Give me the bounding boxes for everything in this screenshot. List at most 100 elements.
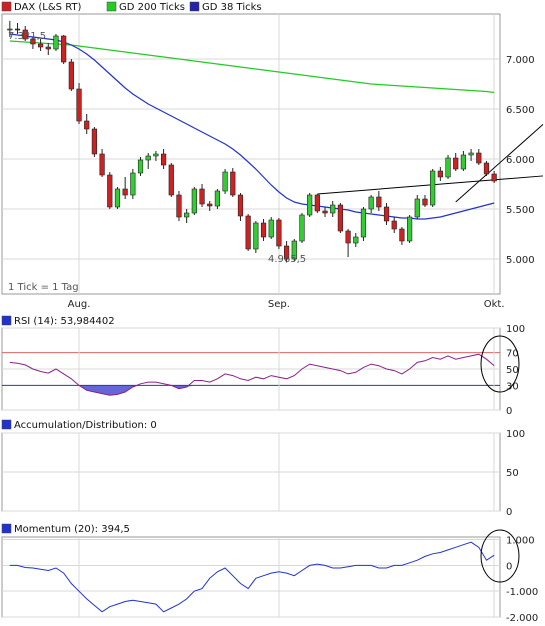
price-x-axis: Aug. Sep. Okt.: [68, 299, 505, 310]
candle: [114, 187, 121, 209]
rsi-tick-label: 0: [506, 406, 512, 417]
candle-body: [353, 236, 359, 244]
candle-body: [130, 172, 136, 196]
candle: [22, 26, 28, 41]
price-tick-label: 5.000: [506, 255, 535, 266]
candle-body: [145, 155, 151, 161]
candle-body: [153, 153, 159, 157]
candle-body: [22, 29, 28, 40]
candle: [237, 193, 244, 221]
candle: [437, 167, 443, 181]
candle-body: [7, 28, 13, 31]
price-grid: [2, 14, 500, 294]
candle: [207, 201, 213, 211]
candle: [322, 207, 328, 217]
rsi-tick-label: 30: [506, 381, 519, 392]
candle-body: [91, 128, 98, 155]
candle: [14, 23, 21, 34]
ma200-line: [9, 40, 495, 94]
candle: [414, 195, 420, 219]
price-tick-label: 5.500: [506, 205, 535, 216]
candle-body: [260, 222, 267, 238]
candle: [376, 191, 382, 211]
candle-body: [176, 194, 182, 218]
candle-body: [137, 159, 144, 174]
momentum-tick-label: 1.000: [506, 536, 535, 547]
momentum-highlight-ellipse: [480, 529, 520, 583]
candle-body: [453, 157, 459, 170]
candle-body: [468, 152, 474, 156]
month-label: Sep.: [268, 299, 290, 310]
price-y-axis: 7.000 6.500 6.000 5.500 5.000: [506, 55, 535, 266]
momentum-content: [9, 541, 495, 613]
candle-body: [107, 174, 113, 208]
candle: [491, 171, 497, 183]
candle: [399, 227, 405, 245]
candle-body: [76, 88, 82, 122]
candle-body: [222, 171, 228, 192]
candle: [337, 203, 344, 233]
candle-body: [45, 46, 51, 50]
rsi-tick-label: 100: [506, 324, 525, 335]
rsi-swatch: [1, 315, 12, 326]
candle-body: [114, 188, 121, 208]
candle: [330, 201, 336, 217]
candle: [445, 155, 451, 179]
candle: [214, 189, 221, 209]
candle: [422, 195, 428, 207]
ad-tick-label: 100: [506, 429, 525, 440]
candle: [483, 161, 490, 176]
candle: [383, 203, 390, 225]
candle: [307, 193, 313, 217]
candle: [168, 163, 174, 197]
candle-body: [383, 206, 390, 222]
candle-body: [299, 214, 305, 242]
candle-body: [14, 28, 21, 31]
candle: [53, 34, 59, 51]
candle: [245, 214, 251, 251]
candle-body: [399, 228, 405, 242]
candle: [314, 194, 320, 213]
momentum-panel: Momentum (20): 394,5 1.000 0 -1.000 -2.000: [1, 523, 538, 624]
low-annotation: 4.965,5: [268, 254, 306, 265]
ad-grid: [2, 432, 500, 512]
candle-body: [84, 120, 90, 130]
rsi-tick-label: 70: [506, 349, 519, 360]
candle: [191, 187, 197, 215]
rsi-highlight-ellipse: [480, 335, 520, 393]
candle: [107, 172, 113, 209]
candle: [460, 151, 467, 171]
candle: [253, 221, 259, 253]
candle: [7, 20, 13, 37]
ma38-line: [9, 33, 495, 220]
candle: [145, 153, 151, 169]
candle-body: [283, 245, 290, 260]
candle: [368, 195, 374, 213]
candle-body: [460, 154, 467, 170]
candle: [360, 207, 367, 241]
legend: DAX (L&S RT) GD 200 Ticks GD 38 Ticks: [1, 1, 262, 13]
momentum-panel-frame: [1, 536, 501, 618]
candle: [406, 215, 413, 243]
price-tick-label: 7.000: [506, 55, 535, 66]
candle-body: [376, 196, 382, 208]
candle: [122, 177, 128, 199]
momentum-title: Momentum (20): 394,5: [14, 524, 130, 535]
candle-body: [199, 188, 205, 205]
ad-panel: Accumulation/Distribution: 0 100 50 0: [1, 419, 525, 518]
candle-body: [268, 219, 274, 238]
legend-swatch-gd38: [189, 1, 200, 12]
rsi-y-axis: 100 70 50 30 0: [506, 324, 525, 417]
rsi-tick-label: 50: [506, 365, 519, 376]
price-panel-frame: [1, 13, 501, 295]
candle: [345, 229, 351, 257]
candle-body: [122, 188, 128, 196]
candle: [283, 241, 290, 263]
trend-line: [455, 124, 544, 203]
candle-body: [422, 198, 428, 206]
candle: [476, 149, 482, 165]
candle-body: [291, 240, 297, 260]
legend-gd200: GD 200 Ticks: [119, 2, 185, 13]
candle: [137, 157, 144, 176]
